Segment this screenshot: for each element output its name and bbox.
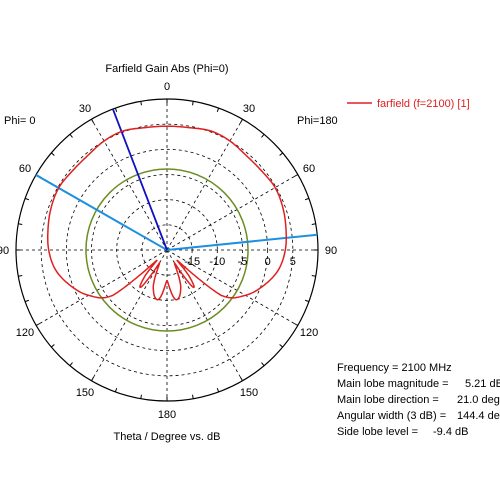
info-label: Main lobe direction = <box>337 394 439 406</box>
angle-tick-mark <box>24 197 30 201</box>
info-value: 144.4 deg. <box>457 410 500 422</box>
info-side-lobe-level: Side lobe level = -9.4 dB <box>337 424 500 440</box>
angle-tick-label: 120 <box>16 327 34 339</box>
main-lobe-line <box>112 108 168 251</box>
info-panel: Frequency = 2100 MHz Main lobe magnitude… <box>337 360 500 440</box>
info-label: Main lobe magnitude = <box>337 378 449 390</box>
radial-tick-label: -5 <box>238 256 248 268</box>
grid-spoke <box>166 249 243 381</box>
radial-tick-label: -15 <box>184 256 200 268</box>
angle-tick-mark <box>91 377 94 382</box>
legend-entry: farfield (f=2100) [1] <box>377 98 470 110</box>
info-label: Frequency = 2100 MHz <box>337 362 452 374</box>
angle-tick-mark <box>114 387 118 393</box>
angle-tick-label: 60 <box>303 163 315 175</box>
angle-tick-mark <box>69 362 73 366</box>
radial-tick-label: -10 <box>209 256 225 268</box>
angle-tick-mark <box>240 118 243 123</box>
angle-tick-mark <box>294 323 299 326</box>
angle-tick-mark <box>279 344 283 348</box>
angle-tick-mark <box>140 394 142 399</box>
angle-tick-label: 150 <box>76 387 94 399</box>
tick-labels: 0 30 60 90 120 150 180 150 120 90 60 30 -15 -10 -5 0 5 <box>0 81 337 421</box>
x-axis-label: Theta / Degree vs. dB <box>114 431 221 443</box>
angle-tick-mark <box>51 344 55 348</box>
left-phi-label: Phi= 0 <box>4 115 36 127</box>
angle-tick-label: 0 <box>164 81 170 93</box>
angle-tick-mark <box>192 101 194 106</box>
angle-tick-mark <box>216 387 220 393</box>
info-value: 21.0 deg. <box>457 394 500 406</box>
chart-marks <box>35 108 318 332</box>
angle-tick-mark <box>24 299 30 303</box>
angle-tick-mark <box>216 107 220 113</box>
grid-spoke <box>91 249 168 381</box>
angle-tick-mark <box>279 152 283 156</box>
radial-tick-label: 5 <box>290 256 296 268</box>
angle-tick-label: 180 <box>158 409 176 421</box>
grid-ring <box>65 148 269 352</box>
grid-spoke <box>166 119 243 251</box>
angle-tick-mark <box>35 323 40 326</box>
grid-spoke <box>166 174 298 251</box>
angle-tick-label: 150 <box>240 387 258 399</box>
angle-tick-mark <box>18 223 23 225</box>
angle-tick-label: 120 <box>300 327 318 339</box>
angle-tick-label: 30 <box>79 103 91 115</box>
info-frequency: Frequency = 2100 MHz <box>337 360 500 376</box>
info-label: Angular width (3 dB) = <box>337 410 447 422</box>
right-phi-label: Phi=180 <box>297 115 338 127</box>
series-line <box>46 125 288 301</box>
angle-tick-mark <box>304 299 310 303</box>
polar-grid <box>15 98 319 402</box>
info-angular-width: Angular width (3 dB) = 144.4 deg. <box>337 408 500 424</box>
radial-tick-label: 0 <box>265 256 271 268</box>
angle-tick-mark <box>69 134 73 138</box>
info-label: Side lobe level = <box>337 426 419 438</box>
reference-circle <box>85 168 249 332</box>
angle-tick-mark <box>192 394 194 399</box>
info-value: 5.21 dB <box>465 378 500 390</box>
angle-tick-mark <box>51 152 55 156</box>
info-main-lobe-direction: Main lobe direction = 21.0 deg. <box>337 392 500 408</box>
legend: farfield (f=2100) [1] <box>347 98 470 110</box>
grid-spoke <box>36 249 168 326</box>
angle-tick-mark <box>311 223 316 225</box>
angle-tick-label: 90 <box>0 245 9 257</box>
info-value: -9.4 dB <box>433 426 469 438</box>
angle-tick-label: 60 <box>19 163 31 175</box>
info-main-lobe-magnitude: Main lobe magnitude = 5.21 dB <box>337 376 500 392</box>
angle-tick-mark <box>140 101 142 106</box>
grid-spoke <box>91 119 168 251</box>
angle-tick-mark <box>261 134 265 138</box>
angle-tick-mark <box>311 275 316 277</box>
angle-tick-mark <box>18 275 23 277</box>
angle-tick-mark <box>91 118 94 123</box>
chart-title: Farfield Gain Abs (Phi=0) <box>105 63 228 75</box>
grid-spoke <box>166 249 298 326</box>
angle-tick-label: 90 <box>325 245 337 257</box>
angle-tick-mark <box>240 377 243 382</box>
grid-ring <box>91 174 243 326</box>
angle-tick-mark <box>304 197 310 201</box>
angle-tick-mark <box>261 362 265 366</box>
angle-tick-mark <box>294 174 299 177</box>
grid-ring <box>40 123 294 377</box>
angle-tick-label: 30 <box>243 103 255 115</box>
angle-tick-mark <box>114 107 118 113</box>
